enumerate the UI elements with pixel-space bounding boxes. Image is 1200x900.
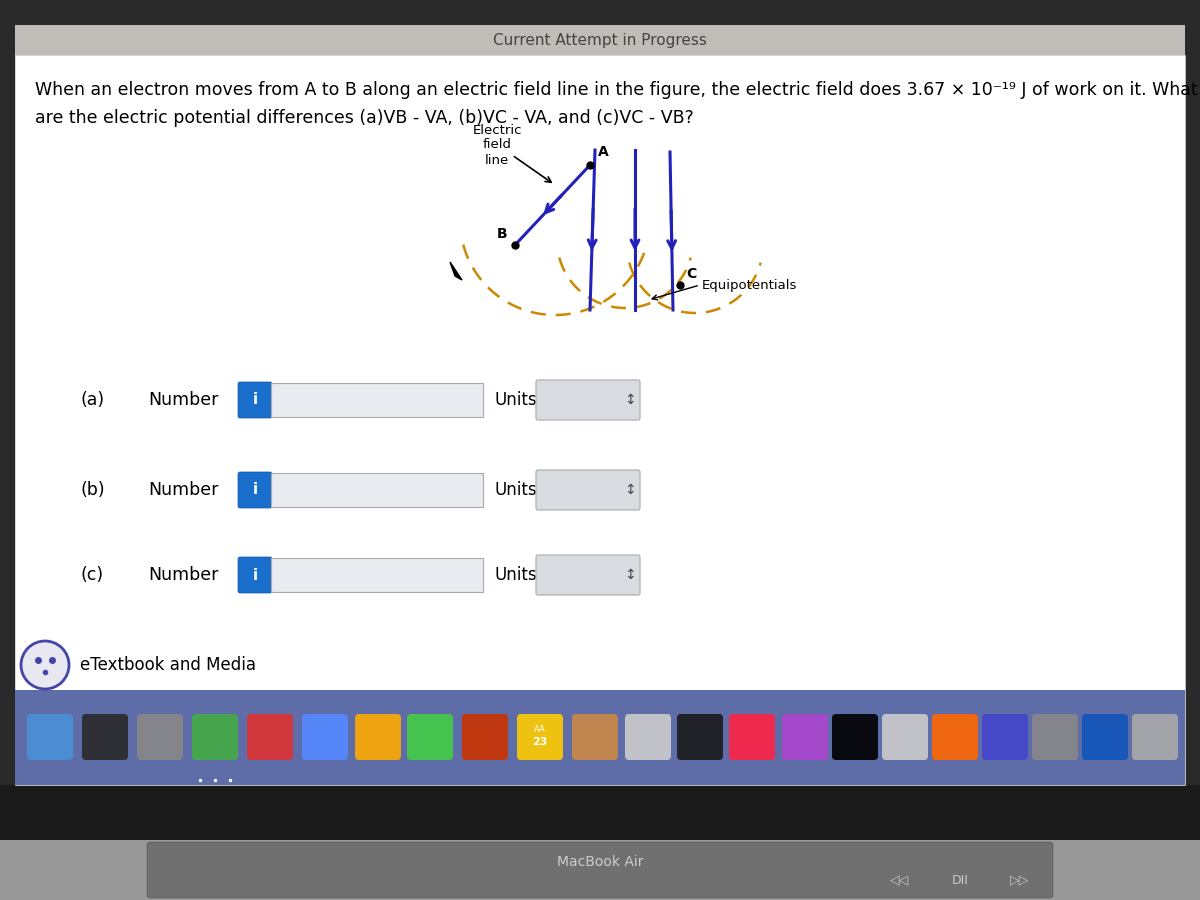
FancyBboxPatch shape	[82, 714, 128, 760]
FancyBboxPatch shape	[1032, 714, 1078, 760]
FancyBboxPatch shape	[1132, 714, 1178, 760]
Text: (b): (b)	[80, 481, 104, 499]
Text: eTextbook and Media: eTextbook and Media	[80, 656, 256, 674]
Text: When an electron moves from A to B along an electric field line in the figure, t: When an electron moves from A to B along…	[35, 81, 1198, 99]
FancyBboxPatch shape	[932, 714, 978, 760]
FancyBboxPatch shape	[0, 0, 1200, 800]
FancyBboxPatch shape	[14, 25, 1186, 785]
Text: MacBook Air: MacBook Air	[557, 855, 643, 869]
FancyBboxPatch shape	[0, 840, 1200, 900]
Text: i: i	[252, 568, 258, 582]
FancyBboxPatch shape	[407, 714, 454, 760]
FancyBboxPatch shape	[247, 714, 293, 760]
FancyBboxPatch shape	[355, 714, 401, 760]
Text: ◁◁: ◁◁	[890, 874, 910, 886]
Text: i: i	[252, 482, 258, 498]
Text: Current Attempt in Progress: Current Attempt in Progress	[493, 32, 707, 48]
Text: ↕: ↕	[624, 568, 636, 582]
FancyBboxPatch shape	[302, 714, 348, 760]
Text: Number: Number	[148, 481, 218, 499]
FancyBboxPatch shape	[536, 555, 640, 595]
FancyBboxPatch shape	[137, 714, 182, 760]
Text: A: A	[598, 145, 608, 159]
FancyBboxPatch shape	[536, 470, 640, 510]
FancyBboxPatch shape	[677, 714, 722, 760]
FancyBboxPatch shape	[14, 690, 1186, 785]
FancyBboxPatch shape	[238, 472, 272, 508]
FancyBboxPatch shape	[271, 558, 482, 592]
Text: Number: Number	[148, 391, 218, 409]
FancyBboxPatch shape	[14, 55, 1186, 785]
Text: (c): (c)	[80, 566, 103, 584]
FancyBboxPatch shape	[462, 714, 508, 760]
FancyBboxPatch shape	[832, 714, 878, 760]
FancyBboxPatch shape	[238, 382, 272, 418]
Polygon shape	[450, 262, 462, 280]
FancyBboxPatch shape	[572, 714, 618, 760]
FancyBboxPatch shape	[625, 714, 671, 760]
Text: are the electric potential differences (a)VB - VA, (b)VC - VA, and (c)VC - VB?: are the electric potential differences (…	[35, 109, 694, 127]
FancyBboxPatch shape	[0, 785, 1200, 845]
FancyBboxPatch shape	[271, 383, 482, 417]
Text: ↕: ↕	[624, 483, 636, 497]
Text: i: i	[252, 392, 258, 408]
FancyBboxPatch shape	[148, 842, 1054, 898]
FancyBboxPatch shape	[192, 714, 238, 760]
FancyBboxPatch shape	[1082, 714, 1128, 760]
Text: AA: AA	[534, 725, 546, 734]
Text: Equipotentials: Equipotentials	[702, 278, 797, 292]
FancyBboxPatch shape	[271, 473, 482, 507]
Text: 23: 23	[533, 737, 547, 747]
FancyBboxPatch shape	[730, 714, 775, 760]
Text: Units: Units	[496, 566, 538, 584]
FancyBboxPatch shape	[14, 25, 1186, 55]
FancyBboxPatch shape	[982, 714, 1028, 760]
Text: DII: DII	[952, 874, 968, 886]
FancyBboxPatch shape	[782, 714, 828, 760]
Circle shape	[22, 641, 70, 689]
FancyBboxPatch shape	[238, 557, 272, 593]
Text: (a): (a)	[80, 391, 104, 409]
Text: Electric
field
line: Electric field line	[473, 123, 522, 166]
FancyBboxPatch shape	[28, 714, 73, 760]
Text: C: C	[686, 267, 696, 281]
FancyBboxPatch shape	[882, 714, 928, 760]
Text: B: B	[497, 227, 508, 241]
Text: ▷▷: ▷▷	[1010, 874, 1030, 886]
Text: Units: Units	[496, 481, 538, 499]
Text: ↕: ↕	[624, 393, 636, 407]
Text: Units: Units	[496, 391, 538, 409]
Text: Number: Number	[148, 566, 218, 584]
FancyBboxPatch shape	[536, 380, 640, 420]
FancyBboxPatch shape	[517, 714, 563, 760]
